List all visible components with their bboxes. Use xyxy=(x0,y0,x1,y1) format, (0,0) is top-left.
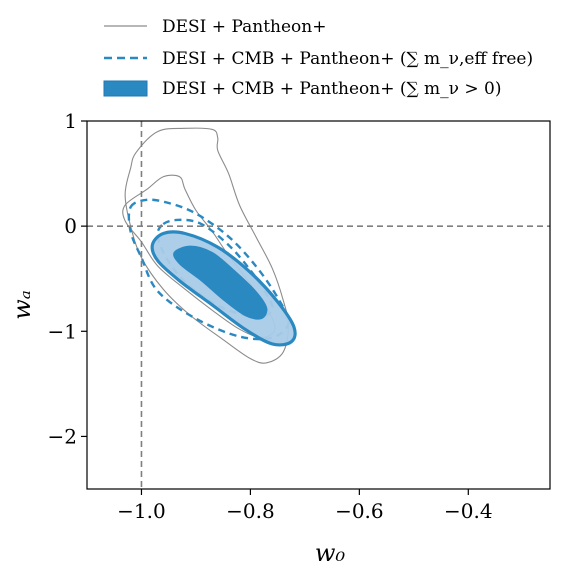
plot-area: −1.0 −0.8 −0.6 −0.4 1 0 −1 −2 xyxy=(48,109,551,523)
y-tick-label-0: 1 xyxy=(64,109,77,133)
y-tick-label-3: −2 xyxy=(48,424,77,448)
x-axis-label: w₀ xyxy=(315,539,346,567)
legend-entry-3: DESI + CMB + Pantheon+ (∑ m_ν > 0) xyxy=(103,79,501,99)
x-tick-label-2: −0.6 xyxy=(335,499,384,523)
legend-label-3: DESI + CMB + Pantheon+ (∑ m_ν > 0) xyxy=(162,79,501,99)
x-tick-label-0: −1.0 xyxy=(117,499,166,523)
legend-label-1: DESI + Pantheon+ xyxy=(162,17,326,37)
x-tick-label-3: −0.4 xyxy=(444,499,493,523)
x-tick-label-1: −0.8 xyxy=(226,499,275,523)
legend-entry-1: DESI + Pantheon+ xyxy=(104,17,326,37)
legend-entry-2: DESI + CMB + Pantheon+ (∑ m_ν,eff free) xyxy=(104,49,533,69)
legend: DESI + Pantheon+ DESI + CMB + Pantheon+ … xyxy=(103,17,533,99)
y-tick-label-1: 0 xyxy=(64,214,77,238)
y-axis-label: wₐ xyxy=(8,290,36,320)
y-tick-label-2: −1 xyxy=(48,319,77,343)
contour-3-inner xyxy=(173,245,268,320)
plot-frame xyxy=(86,120,551,490)
legend-label-2: DESI + CMB + Pantheon+ (∑ m_ν,eff free) xyxy=(162,49,533,69)
